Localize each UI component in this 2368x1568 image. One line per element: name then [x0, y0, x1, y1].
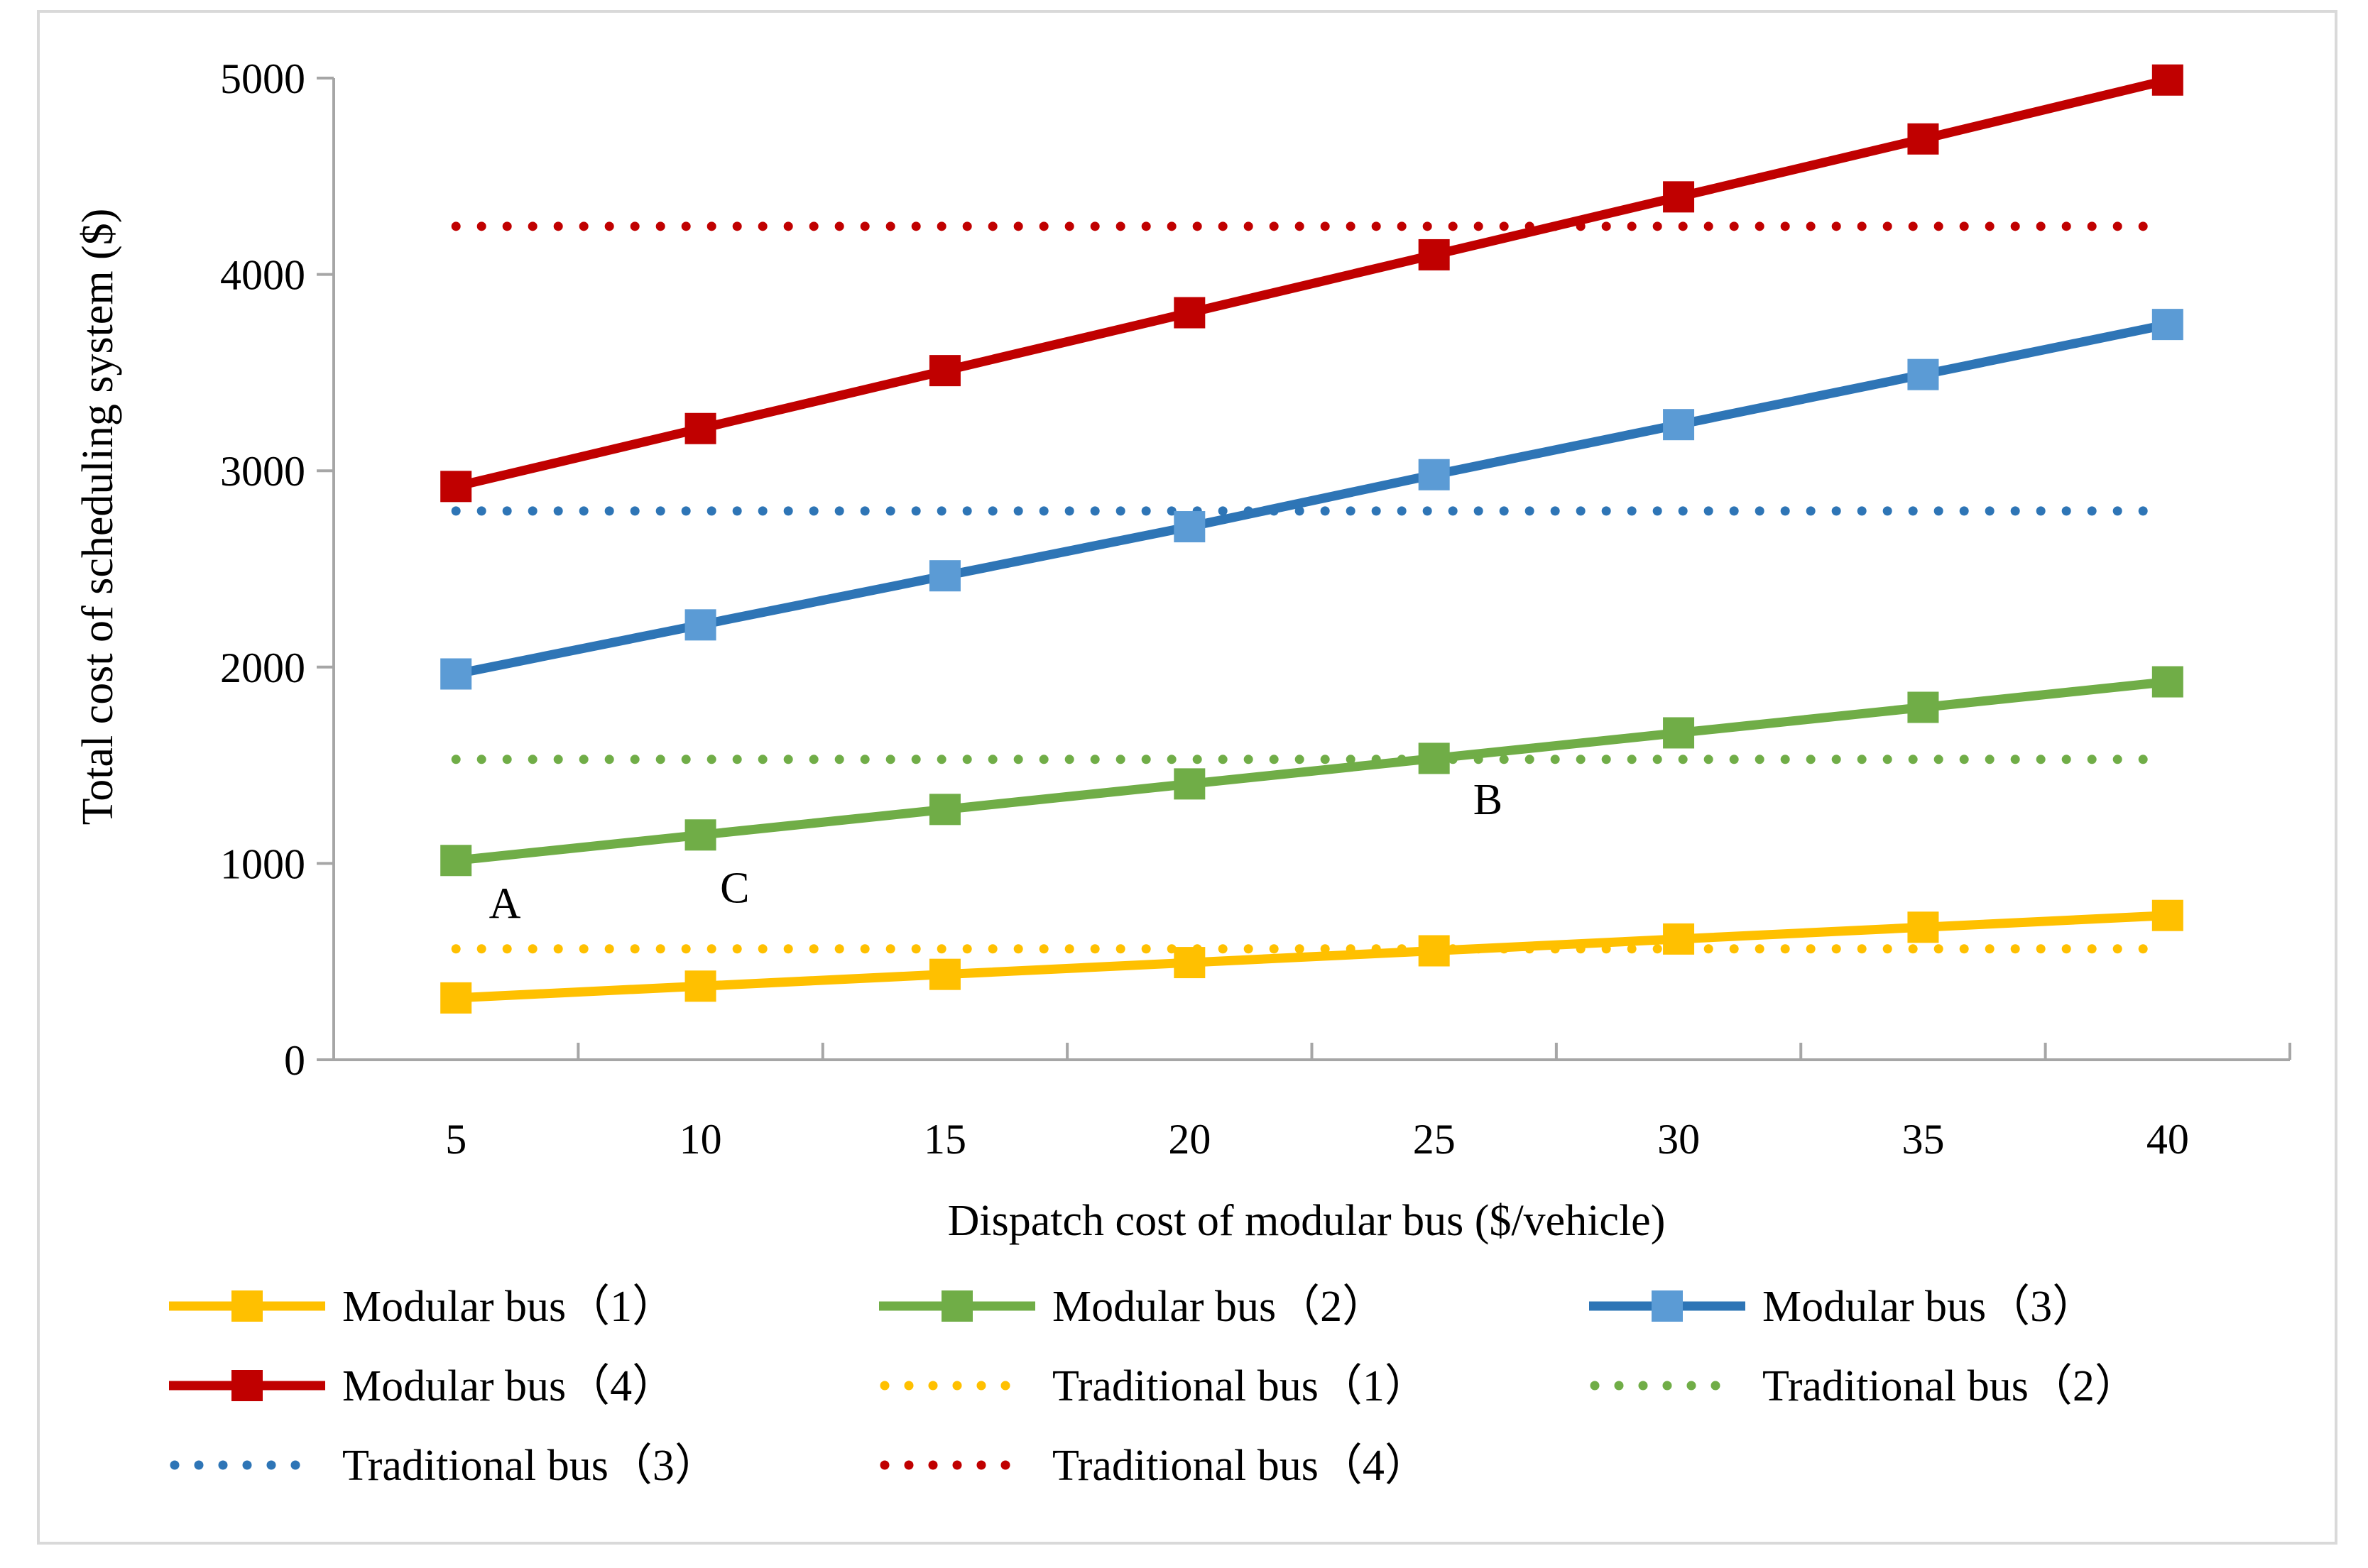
legend-marker: [1652, 1290, 1683, 1322]
x-tick-label: 35: [1902, 1116, 1944, 1163]
data-point: [1663, 181, 1695, 213]
x-tick-label: 5: [445, 1116, 466, 1163]
data-point: [684, 970, 716, 1002]
y-tick-label: 5000: [220, 55, 305, 102]
x-tick-label: 20: [1168, 1116, 1211, 1163]
labels: Total cost of scheduling system ($) Disp…: [74, 209, 1665, 1245]
data-point: [2151, 64, 2183, 96]
legend-marker: [231, 1290, 263, 1322]
legend-marker: [231, 1370, 263, 1401]
y-tick-label: 4000: [220, 252, 305, 299]
data-point: [684, 412, 716, 444]
series-line: [454, 319, 2169, 679]
data-point: [929, 560, 961, 592]
data-point: [1174, 297, 1206, 329]
legend-item-7: Traditional bus（3）: [170, 1442, 719, 1490]
data-point: [1174, 947, 1206, 979]
legend-label: Traditional bus（4）: [1052, 1442, 1429, 1490]
legend: Modular bus（1） Modular bus（2） Modular bus（…: [169, 1283, 2139, 1490]
data-point: [1907, 358, 1939, 390]
axes: 0 1000 2000 3000 4000 5000 5 10 15 20 25 30 35 40: [220, 55, 2291, 1163]
data-point: [1907, 691, 1939, 723]
series-1: [440, 899, 2183, 1014]
y-tick-label: 3000: [220, 448, 305, 495]
series-line: [454, 75, 2169, 491]
legend-item-4: Modular bus（4）: [169, 1362, 676, 1410]
legend-label: Traditional bus（1）: [1052, 1362, 1429, 1410]
legend-label: Modular bus（3）: [1762, 1283, 2096, 1331]
x-tick-label: 40: [2146, 1116, 2189, 1163]
series-3: [440, 309, 2183, 690]
legend-item-1: Modular bus（1）: [169, 1283, 676, 1331]
legend-label: Modular bus（2）: [1052, 1283, 1386, 1331]
series-4: [440, 64, 2183, 503]
legend-label: Modular bus（4）: [342, 1362, 676, 1410]
data-point: [2151, 309, 2183, 341]
data-point: [929, 958, 961, 990]
data-point: [1418, 239, 1450, 270]
x-tick-label: 25: [1413, 1116, 1456, 1163]
annotation-label: C: [720, 865, 749, 913]
data-point: [440, 658, 472, 690]
data-point: [440, 471, 472, 503]
y-tick-label: 1000: [220, 840, 305, 887]
legend-marker: [942, 1290, 973, 1322]
annotation-label: B: [1473, 776, 1502, 824]
legend-item-5: Traditional bus（1）: [880, 1362, 1429, 1410]
data-point: [1663, 409, 1695, 441]
data-point: [929, 794, 961, 826]
legend-label: Traditional bus（2）: [1762, 1362, 2139, 1410]
data-point: [1418, 459, 1450, 490]
y-axis-label: Total cost of scheduling system ($): [74, 209, 122, 826]
data-point: [2151, 666, 2183, 698]
series-layer: A C B: [440, 64, 2183, 1014]
data-point: [1907, 911, 1939, 943]
legend-label: Traditional bus（3）: [342, 1442, 719, 1490]
x-axis-label: Dispatch cost of modular bus ($/vehicle): [948, 1197, 1666, 1245]
annotation-label: A: [489, 880, 521, 928]
legend-item-3: Modular bus（3）: [1589, 1283, 2096, 1331]
data-point: [684, 819, 716, 851]
x-tick-label: 10: [680, 1116, 722, 1163]
x-tick-label: 15: [924, 1116, 966, 1163]
data-point: [440, 982, 472, 1014]
data-point: [440, 845, 472, 877]
y-tick-label: 0: [284, 1037, 305, 1084]
data-point: [1663, 717, 1695, 749]
data-point: [1663, 923, 1695, 955]
data-point: [1174, 511, 1206, 543]
data-point: [929, 355, 961, 387]
legend-label: Modular bus（1）: [342, 1283, 676, 1331]
data-point: [1174, 768, 1206, 800]
legend-item-2: Modular bus（2）: [879, 1283, 1386, 1331]
data-point: [2151, 899, 2183, 931]
data-point: [1907, 123, 1939, 155]
series-line: [455, 677, 2168, 865]
legend-item-8: Traditional bus（4）: [880, 1442, 1429, 1490]
y-tick-label: 2000: [220, 645, 305, 691]
series-line: [455, 911, 2168, 1003]
data-point: [1418, 935, 1450, 967]
legend-item-6: Traditional bus（2）: [1590, 1362, 2139, 1410]
x-tick-label: 30: [1657, 1116, 1700, 1163]
data-point: [1418, 742, 1450, 774]
data-point: [684, 609, 716, 641]
series-2: [440, 666, 2183, 877]
